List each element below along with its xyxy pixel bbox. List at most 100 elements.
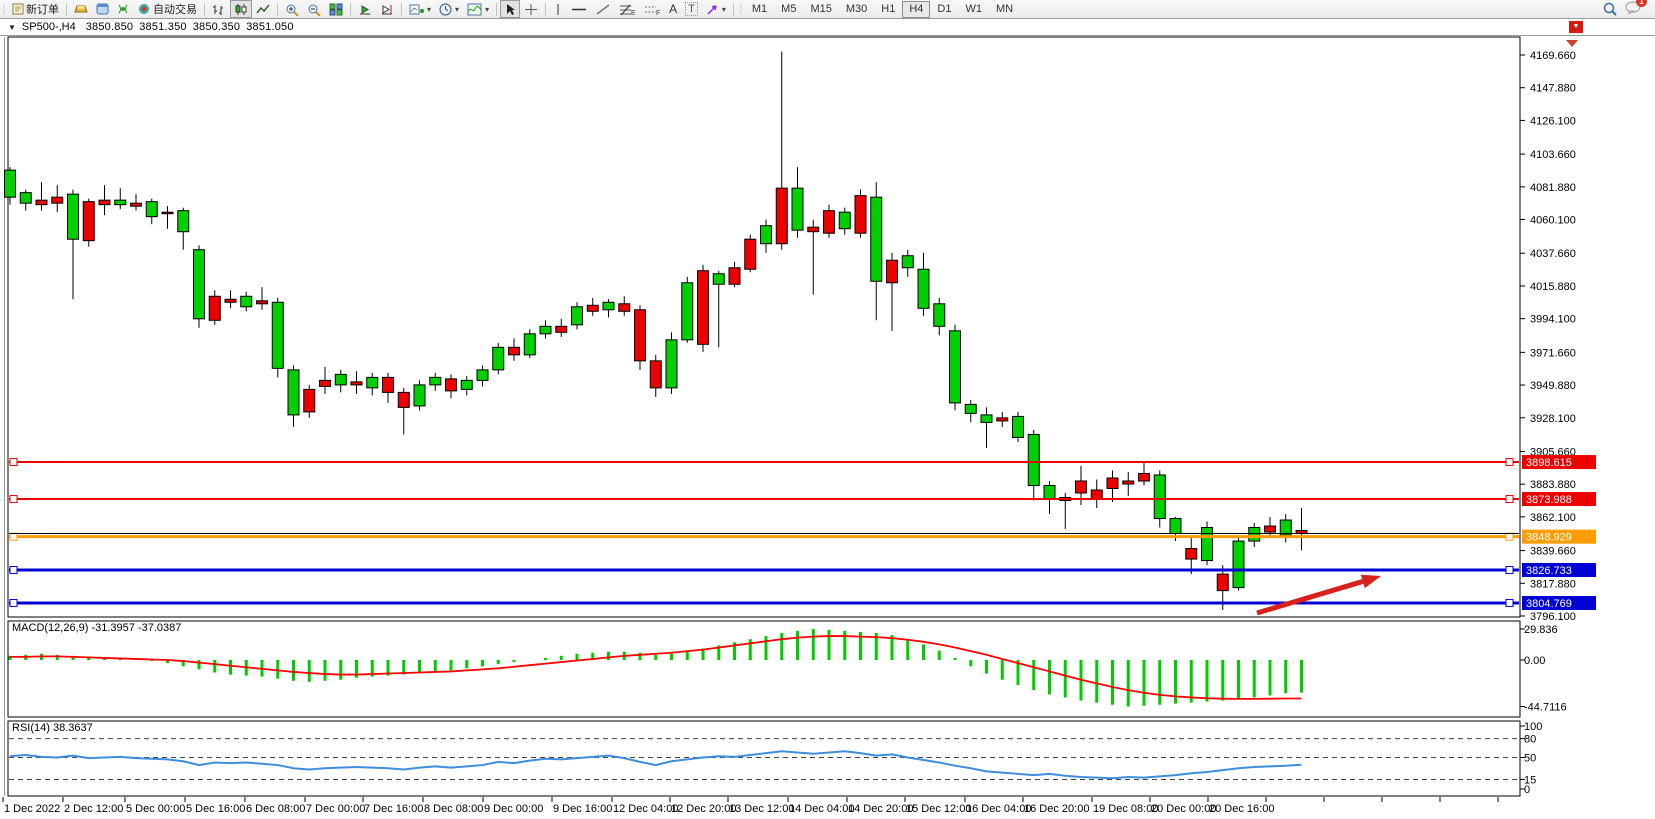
dropdown-caret: ▾ <box>485 4 490 14</box>
time-tick-label: 13 Dec 12:00 <box>729 803 794 815</box>
zoom-out-icon <box>308 4 321 16</box>
auto-scroll-button[interactable] <box>354 0 376 18</box>
line-handle[interactable] <box>1505 565 1514 574</box>
time-tick-label: 14 Dec 04:00 <box>789 803 854 815</box>
timeframe-button-W1[interactable]: W1 <box>965 2 982 15</box>
label-tool-button[interactable]: T <box>681 0 702 18</box>
candle-bull <box>539 325 552 335</box>
candle-bull <box>114 199 127 206</box>
auto-trading-button[interactable]: 自动交易 <box>134 0 201 18</box>
candle-bull <box>287 369 300 416</box>
cursor-icon <box>507 3 516 15</box>
price-tick-label: 3839.660 <box>1530 546 1576 558</box>
timeframe-button-M1[interactable]: M1 <box>751 2 768 15</box>
line-chart-mode-button[interactable] <box>252 0 274 18</box>
candle-bull <box>949 330 961 404</box>
line-handle[interactable] <box>1505 458 1514 467</box>
line-handle[interactable] <box>1505 598 1514 607</box>
timeframe-button-M5[interactable]: M5 <box>781 2 797 15</box>
macd-tick-label: -44.7116 <box>1524 702 1567 714</box>
signals-button[interactable] <box>113 0 134 18</box>
new-order-button[interactable]: 新订单 <box>8 0 63 18</box>
candle-bear <box>397 391 410 408</box>
rsi-pane <box>7 720 1521 797</box>
candle-bear <box>350 381 363 386</box>
tile-windows-button[interactable] <box>325 0 347 18</box>
macd-tick-label: 29.836 <box>1524 624 1558 636</box>
toolbar-grip: ┊ <box>1 3 8 15</box>
candle-bull <box>4 169 16 198</box>
line-handle[interactable] <box>1505 532 1514 541</box>
time-tick-label: 12 Dec 04:00 <box>613 803 678 815</box>
price-line-badge <box>1522 492 1596 507</box>
timeframe-button-D1[interactable]: D1 <box>937 2 952 15</box>
time-tick-label: 14 Dec 20:00 <box>848 803 913 815</box>
bar-chart-mode-button[interactable] <box>208 0 230 18</box>
dropdown-caret: ▾ <box>455 4 460 14</box>
separator <box>732 2 734 16</box>
data-window-button[interactable] <box>92 0 113 18</box>
trendline-tool-button[interactable] <box>591 0 615 18</box>
candle-bull <box>1279 519 1292 536</box>
shapes-tool-button[interactable]: ▾ <box>702 0 730 18</box>
line-handle[interactable] <box>1505 495 1514 504</box>
line-handle[interactable] <box>9 565 18 574</box>
hline-tool-button[interactable] <box>567 0 591 18</box>
rsi-indicator-label: RSI(14) 38.3637 <box>12 722 93 734</box>
zoom-in-button[interactable] <box>281 0 303 18</box>
candlestick-mode-button[interactable] <box>230 0 253 18</box>
candle-bull <box>240 295 253 308</box>
new-chart-button[interactable]: ▾ <box>405 0 435 18</box>
chart-shift-marker <box>1566 40 1578 47</box>
candle-bull <box>476 369 489 381</box>
new-order-icon <box>12 3 24 15</box>
timeframe-button-H1[interactable]: H1 <box>881 2 896 15</box>
candle-bull <box>145 201 158 218</box>
candle-bull <box>177 210 190 233</box>
candle-bear <box>1075 480 1087 494</box>
cursor-tool-button[interactable] <box>500 0 521 18</box>
periods-button[interactable]: ▾ <box>435 0 463 18</box>
annotation-arrow-line[interactable] <box>1256 579 1364 616</box>
window-menu-icon[interactable]: ▼ <box>8 22 16 32</box>
alert-marker-icon[interactable]: ▼ <box>1569 21 1583 33</box>
toolbar-grip: ┊ <box>737 3 744 15</box>
line-handle[interactable] <box>9 532 18 541</box>
line-handle[interactable] <box>9 598 18 607</box>
candle-bull <box>1248 527 1261 542</box>
annotation-arrow-head[interactable] <box>1360 574 1381 589</box>
vline-tool-button[interactable] <box>549 0 567 18</box>
market-watch-button[interactable] <box>70 0 92 18</box>
zoom-out-button[interactable] <box>303 0 325 18</box>
notifications-button[interactable]: 1 <box>1625 0 1647 17</box>
rsi-tick-label: 15 <box>1524 775 1536 787</box>
rsi-tick-label: 0 <box>1524 784 1530 796</box>
candle-bull <box>602 301 615 311</box>
price-tick-label: 3928.100 <box>1530 413 1576 425</box>
text-tool-button[interactable]: A <box>665 0 681 18</box>
candle-bull <box>1043 484 1056 500</box>
time-tick-label: 6 Dec 08:00 <box>246 803 305 815</box>
timeframe-button-MN[interactable]: MN <box>995 2 1014 15</box>
vertical-line-icon <box>557 3 559 15</box>
time-tick-label: 7 Dec 16:00 <box>364 803 423 815</box>
separator <box>545 2 547 16</box>
candle-bear <box>1138 472 1150 482</box>
tile-windows-icon <box>329 3 343 15</box>
search-icon[interactable] <box>1603 2 1617 16</box>
timeframe-button-H4[interactable]: H4 <box>902 0 931 18</box>
candle-bear <box>208 295 221 321</box>
channel-tool-button[interactable]: F <box>640 0 665 18</box>
indicators-button[interactable]: ▾ <box>463 0 493 18</box>
timeframe-button-M15[interactable]: M15 <box>810 2 832 15</box>
timeframe-button-M30[interactable]: M30 <box>845 2 868 15</box>
bar-chart-icon <box>213 4 224 15</box>
candle-bull <box>413 384 426 407</box>
fibonacci-tool-button[interactable]: E <box>615 0 640 18</box>
clock-icon <box>439 3 452 15</box>
chart-shift-button[interactable] <box>376 0 398 18</box>
line-handle[interactable] <box>9 495 18 504</box>
line-handle[interactable] <box>9 458 18 467</box>
chart-canvas[interactable]: 4169.660 4147.880 4126.100 4103.660 4081.880… <box>0 36 1655 819</box>
crosshair-tool-button[interactable] <box>520 0 542 18</box>
